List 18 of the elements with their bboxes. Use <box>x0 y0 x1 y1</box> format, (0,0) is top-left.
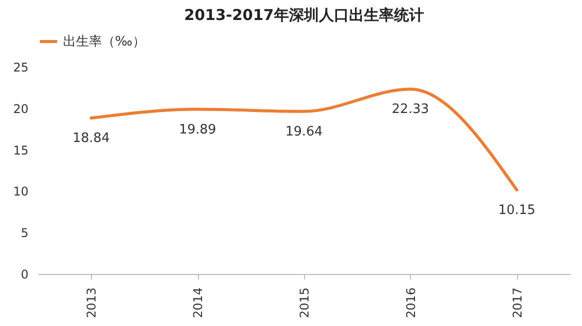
y-tick-label: 10 <box>13 184 28 199</box>
legend-label: 出生率（‰） <box>63 34 146 50</box>
data-label: 19.64 <box>285 124 323 140</box>
data-label: 22.33 <box>392 102 430 118</box>
y-tick-label: 15 <box>13 143 28 158</box>
chart-title: 2013-2017年深圳人口出生率统计 <box>184 6 424 24</box>
data-label: 19.89 <box>178 122 216 138</box>
y-tick-label: 25 <box>13 60 28 74</box>
x-tick-label: 2016 <box>404 288 418 318</box>
data-label: 10.15 <box>498 202 536 218</box>
y-tick-label: 20 <box>13 102 28 116</box>
x-tick-label: 2017 <box>510 288 524 318</box>
x-tick-label: 2013 <box>84 288 99 318</box>
data-label: 18.84 <box>72 131 110 146</box>
y-tick-label: 5 <box>20 226 28 240</box>
x-tick-label: 2014 <box>191 288 206 318</box>
x-tick-label: 2015 <box>298 288 312 318</box>
y-tick-label: 0 <box>20 268 28 282</box>
